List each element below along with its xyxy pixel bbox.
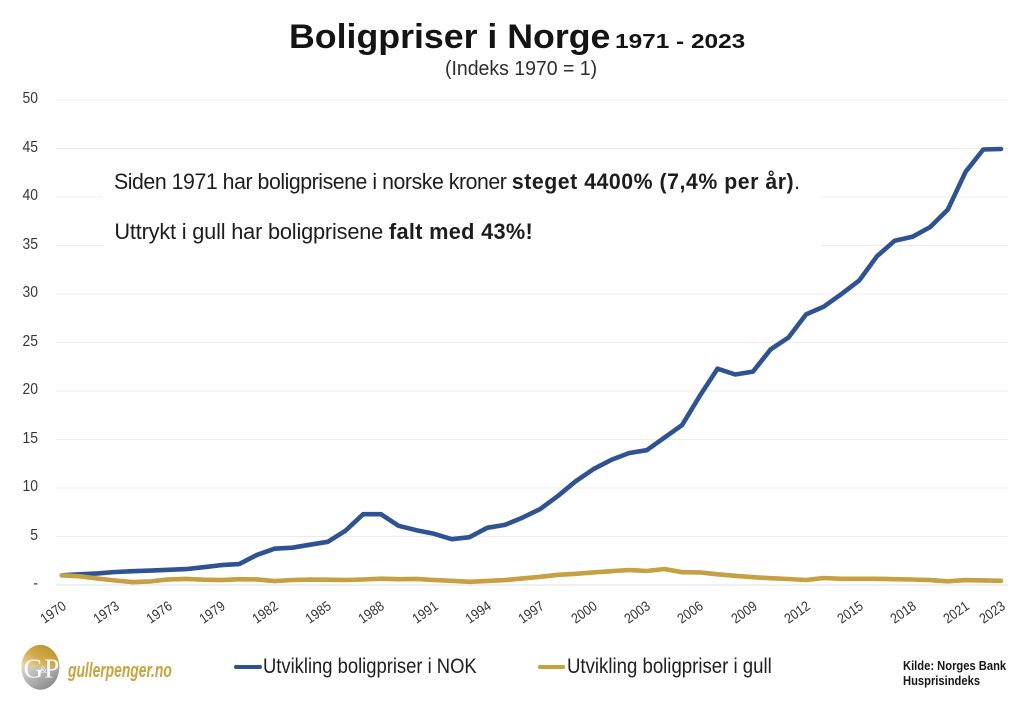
svg-text:G: G xyxy=(24,654,43,684)
svg-text:&: & xyxy=(40,666,48,676)
svg-text:P: P xyxy=(44,654,59,684)
